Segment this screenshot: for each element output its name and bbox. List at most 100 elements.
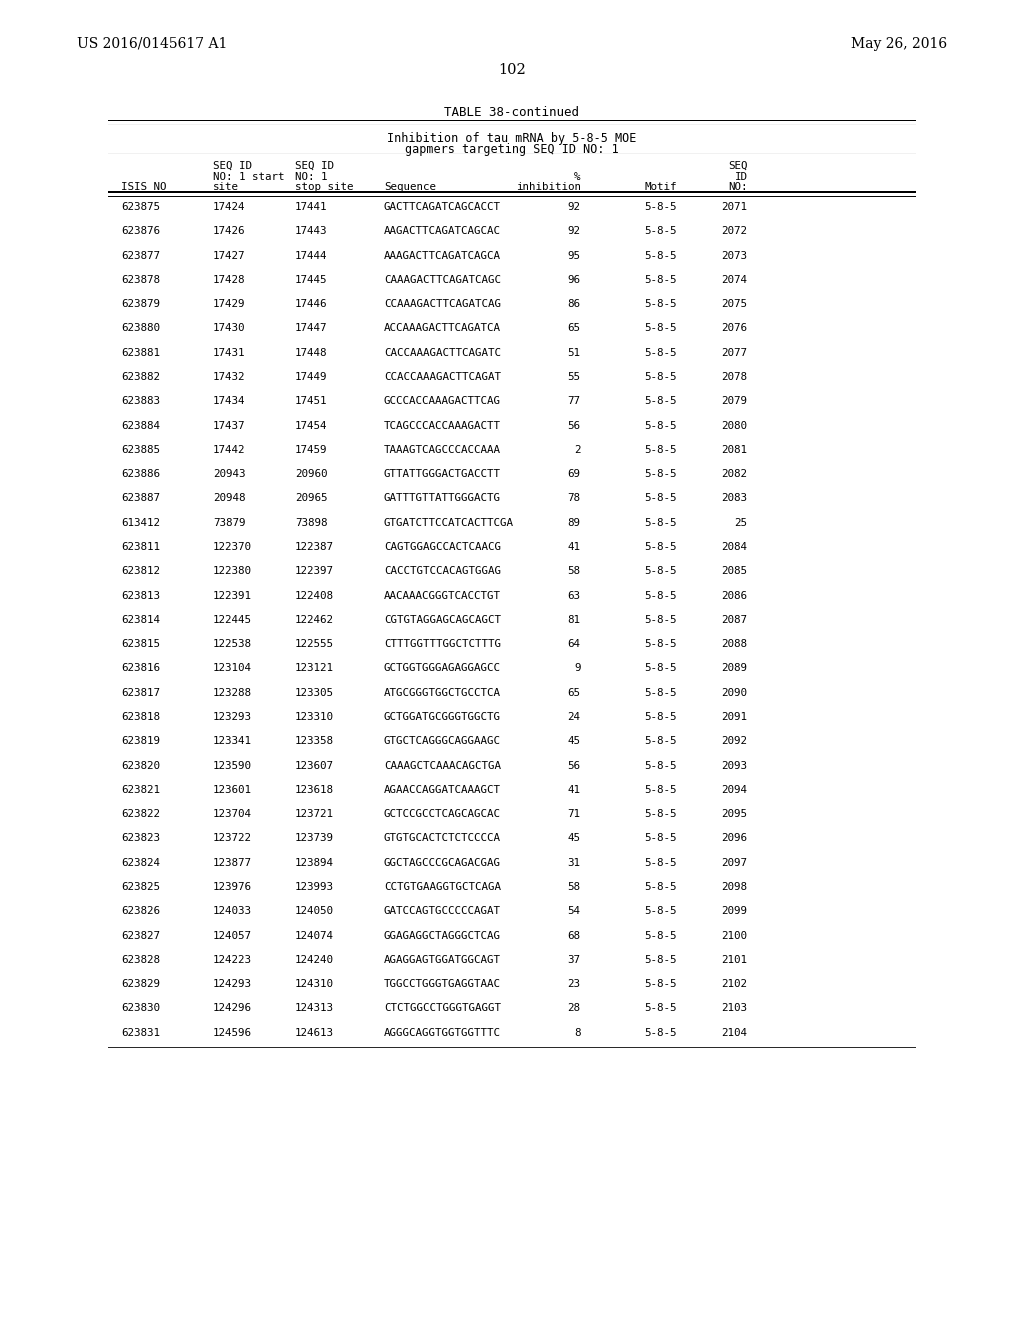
Text: 8: 8 — [574, 1028, 581, 1038]
Text: GGAGAGGCTAGGGCTCAG: GGAGAGGCTAGGGCTCAG — [384, 931, 501, 941]
Text: 25: 25 — [734, 517, 748, 528]
Text: 5-8-5: 5-8-5 — [644, 323, 677, 334]
Text: 124057: 124057 — [213, 931, 252, 941]
Text: 71: 71 — [567, 809, 581, 820]
Text: 17430: 17430 — [213, 323, 246, 334]
Text: 37: 37 — [567, 954, 581, 965]
Text: 123704: 123704 — [213, 809, 252, 820]
Text: 5-8-5: 5-8-5 — [644, 566, 677, 577]
Text: 5-8-5: 5-8-5 — [644, 760, 677, 771]
Text: 623827: 623827 — [121, 931, 160, 941]
Text: ATGCGGGTGGCTGCCTCA: ATGCGGGTGGCTGCCTCA — [384, 688, 501, 698]
Text: 54: 54 — [567, 907, 581, 916]
Text: 5-8-5: 5-8-5 — [644, 469, 677, 479]
Text: 41: 41 — [567, 785, 581, 795]
Text: 2100: 2100 — [722, 931, 748, 941]
Text: 623886: 623886 — [121, 469, 160, 479]
Text: 5-8-5: 5-8-5 — [644, 517, 677, 528]
Text: 17454: 17454 — [295, 421, 328, 430]
Text: 623829: 623829 — [121, 979, 160, 989]
Text: 2085: 2085 — [722, 566, 748, 577]
Text: 92: 92 — [567, 202, 581, 213]
Text: 45: 45 — [567, 737, 581, 746]
Text: GTGCTCAGGGCAGGAAGC: GTGCTCAGGGCAGGAAGC — [384, 737, 501, 746]
Text: 124296: 124296 — [213, 1003, 252, 1014]
Text: 5-8-5: 5-8-5 — [644, 639, 677, 649]
Text: CACCTGTCCACAGTGGAG: CACCTGTCCACAGTGGAG — [384, 566, 501, 577]
Text: 623883: 623883 — [121, 396, 160, 407]
Text: 17424: 17424 — [213, 202, 246, 213]
Text: 45: 45 — [567, 833, 581, 843]
Text: 123618: 123618 — [295, 785, 334, 795]
Text: 5-8-5: 5-8-5 — [644, 226, 677, 236]
Text: 5-8-5: 5-8-5 — [644, 590, 677, 601]
Text: CCTGTGAAGGTGCTCAGA: CCTGTGAAGGTGCTCAGA — [384, 882, 501, 892]
Text: 24: 24 — [567, 711, 581, 722]
Text: 123976: 123976 — [213, 882, 252, 892]
Text: ID: ID — [734, 172, 748, 182]
Text: 123601: 123601 — [213, 785, 252, 795]
Text: 5-8-5: 5-8-5 — [644, 664, 677, 673]
Text: 2: 2 — [574, 445, 581, 455]
Text: 5-8-5: 5-8-5 — [644, 907, 677, 916]
Text: 623831: 623831 — [121, 1028, 160, 1038]
Text: 5-8-5: 5-8-5 — [644, 251, 677, 260]
Text: 623820: 623820 — [121, 760, 160, 771]
Text: 17432: 17432 — [213, 372, 246, 381]
Text: 86: 86 — [567, 300, 581, 309]
Text: 2074: 2074 — [722, 275, 748, 285]
Text: 123722: 123722 — [213, 833, 252, 843]
Text: 2104: 2104 — [722, 1028, 748, 1038]
Text: 2077: 2077 — [722, 347, 748, 358]
Text: 2102: 2102 — [722, 979, 748, 989]
Text: 124240: 124240 — [295, 954, 334, 965]
Text: 20960: 20960 — [295, 469, 328, 479]
Text: 17451: 17451 — [295, 396, 328, 407]
Text: CGTGTAGGAGCAGCAGCT: CGTGTAGGAGCAGCAGCT — [384, 615, 501, 624]
Text: inhibition: inhibition — [516, 182, 581, 193]
Text: 5-8-5: 5-8-5 — [644, 979, 677, 989]
Text: TGGCCTGGGTGAGGTAAC: TGGCCTGGGTGAGGTAAC — [384, 979, 501, 989]
Text: 2099: 2099 — [722, 907, 748, 916]
Text: 20965: 20965 — [295, 494, 328, 503]
Text: 123607: 123607 — [295, 760, 334, 771]
Text: 31: 31 — [567, 858, 581, 867]
Text: 2089: 2089 — [722, 664, 748, 673]
Text: 623825: 623825 — [121, 882, 160, 892]
Text: 124293: 124293 — [213, 979, 252, 989]
Text: 123877: 123877 — [213, 858, 252, 867]
Text: 5-8-5: 5-8-5 — [644, 1003, 677, 1014]
Text: 2075: 2075 — [722, 300, 748, 309]
Text: Sequence: Sequence — [384, 182, 436, 193]
Text: AGAGGAGTGGATGGCAGT: AGAGGAGTGGATGGCAGT — [384, 954, 501, 965]
Text: 2091: 2091 — [722, 711, 748, 722]
Text: 78: 78 — [567, 494, 581, 503]
Text: 95: 95 — [567, 251, 581, 260]
Text: 2103: 2103 — [722, 1003, 748, 1014]
Text: 63: 63 — [567, 590, 581, 601]
Text: 17434: 17434 — [213, 396, 246, 407]
Text: 123310: 123310 — [295, 711, 334, 722]
Text: 123358: 123358 — [295, 737, 334, 746]
Text: NO: 1 start: NO: 1 start — [213, 172, 285, 182]
Text: 124074: 124074 — [295, 931, 334, 941]
Text: 623814: 623814 — [121, 615, 160, 624]
Text: CCACCAAAGACTTCAGAT: CCACCAAAGACTTCAGAT — [384, 372, 501, 381]
Text: CAAAGCTCAAACAGCTGA: CAAAGCTCAAACAGCTGA — [384, 760, 501, 771]
Text: GCTGGATGCGGGTGGCTG: GCTGGATGCGGGTGGCTG — [384, 711, 501, 722]
Text: 623828: 623828 — [121, 954, 160, 965]
Text: gapmers targeting SEQ ID NO: 1: gapmers targeting SEQ ID NO: 1 — [406, 143, 618, 156]
Text: 122555: 122555 — [295, 639, 334, 649]
Text: 56: 56 — [567, 421, 581, 430]
Text: 123288: 123288 — [213, 688, 252, 698]
Text: CAAAGACTTCAGATCAGC: CAAAGACTTCAGATCAGC — [384, 275, 501, 285]
Text: 17459: 17459 — [295, 445, 328, 455]
Text: CTTTGGTTTGGCTCTTTG: CTTTGGTTTGGCTCTTTG — [384, 639, 501, 649]
Text: 623876: 623876 — [121, 226, 160, 236]
Text: 623881: 623881 — [121, 347, 160, 358]
Text: 123590: 123590 — [213, 760, 252, 771]
Text: 123121: 123121 — [295, 664, 334, 673]
Text: 96: 96 — [567, 275, 581, 285]
Text: 20943: 20943 — [213, 469, 246, 479]
Text: 623819: 623819 — [121, 737, 160, 746]
